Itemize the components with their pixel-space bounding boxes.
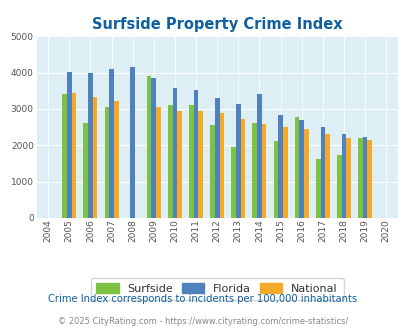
Bar (210, 125, 214, 218)
Bar (104, 107, 109, 218)
Bar (219, 113, 224, 218)
Bar (256, 94, 261, 218)
Bar (303, 128, 308, 218)
Bar (298, 120, 303, 218)
Bar (345, 138, 350, 218)
Bar (156, 107, 160, 218)
Bar (71, 92, 76, 218)
Bar (151, 78, 156, 218)
Bar (320, 127, 324, 218)
Bar (147, 76, 151, 218)
Bar (198, 111, 202, 218)
Title: Surfside Property Crime Index: Surfside Property Crime Index (92, 17, 342, 32)
Bar (214, 98, 219, 218)
Bar (193, 90, 198, 218)
Bar (336, 155, 341, 218)
Bar (240, 119, 245, 218)
Bar (282, 127, 287, 218)
Bar (189, 105, 193, 218)
Bar (294, 116, 298, 218)
Bar (67, 72, 71, 218)
Text: © 2025 CityRating.com - https://www.cityrating.com/crime-statistics/: © 2025 CityRating.com - https://www.city… (58, 317, 347, 326)
Bar (172, 88, 177, 218)
Bar (88, 73, 92, 218)
Bar (357, 138, 362, 218)
Bar (367, 140, 371, 218)
Bar (109, 69, 113, 218)
Bar (177, 111, 181, 218)
Bar (341, 134, 345, 218)
Bar (235, 104, 240, 218)
Bar (62, 94, 67, 218)
Bar (92, 97, 97, 218)
Bar (83, 123, 88, 218)
Bar (168, 105, 172, 218)
Bar (362, 137, 367, 218)
Bar (273, 141, 277, 218)
Bar (252, 123, 256, 218)
Bar (231, 147, 235, 218)
Text: Crime Index corresponds to incidents per 100,000 inhabitants: Crime Index corresponds to incidents per… (48, 294, 357, 304)
Bar (277, 115, 282, 218)
Bar (261, 124, 266, 218)
Bar (130, 67, 135, 218)
Bar (324, 134, 329, 218)
Bar (113, 101, 118, 218)
Legend: Surfside, Florida, National: Surfside, Florida, National (91, 278, 343, 300)
Bar (315, 159, 320, 218)
